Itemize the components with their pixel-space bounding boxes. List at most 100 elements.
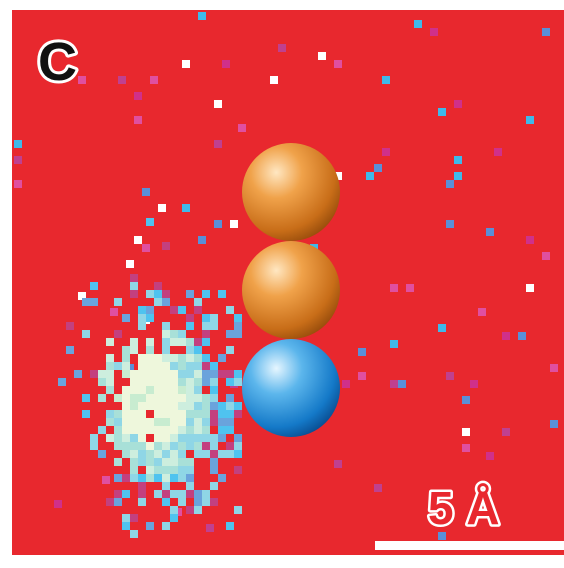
pixel: [162, 474, 170, 482]
pixel: [454, 100, 462, 108]
pixel: [186, 314, 194, 322]
pixel: [98, 426, 106, 434]
pixel: [194, 354, 202, 362]
pixel: [90, 370, 98, 378]
pixel: [358, 372, 366, 380]
pixel: [186, 322, 194, 330]
pixel: [162, 458, 170, 466]
pixel: [186, 338, 194, 346]
pixel: [106, 434, 114, 442]
pixel: [210, 322, 218, 330]
pixel: [178, 458, 186, 466]
pixel: [194, 418, 202, 426]
pixel: [234, 322, 242, 330]
pixel: [382, 148, 390, 156]
pixel: [146, 346, 154, 354]
pixel: [146, 458, 154, 466]
pixel: [162, 330, 170, 338]
pixel: [234, 466, 242, 474]
pixel: [126, 260, 134, 268]
pixel: [374, 484, 382, 492]
pixel: [214, 220, 222, 228]
pixel: [122, 362, 130, 370]
pixel: [178, 386, 186, 394]
pixel: [462, 396, 470, 404]
pixel: [154, 282, 162, 290]
pixel: [146, 418, 154, 426]
pixel: [130, 466, 138, 474]
pixel: [526, 116, 534, 124]
pixel: [114, 394, 122, 402]
pixel: [446, 180, 454, 188]
pixel: [170, 490, 178, 498]
pixel: [454, 172, 462, 180]
pixel: [162, 386, 170, 394]
pixel: [154, 434, 162, 442]
pixel: [122, 402, 130, 410]
pixel: [234, 450, 242, 458]
pixel: [446, 372, 454, 380]
pixel: [186, 458, 194, 466]
pixel: [226, 370, 234, 378]
pixel: [194, 338, 202, 346]
pixel: [218, 434, 226, 442]
pixel: [106, 370, 114, 378]
pixel: [210, 450, 218, 458]
pixel: [54, 500, 62, 508]
pixel: [162, 290, 170, 298]
pixel: [382, 76, 390, 84]
pixel: [162, 410, 170, 418]
pixel: [122, 418, 130, 426]
pixel: [162, 354, 170, 362]
pixel: [130, 290, 138, 298]
pixel: [114, 330, 122, 338]
pixel: [334, 460, 342, 468]
pixel: [162, 522, 170, 530]
pixel: [98, 378, 106, 386]
scale-bar: [375, 541, 564, 550]
pixel: [238, 124, 246, 132]
pixel: [170, 426, 178, 434]
pixel: [146, 338, 154, 346]
pixel: [186, 394, 194, 402]
pixel: [66, 322, 74, 330]
pixel: [214, 140, 222, 148]
pixel: [146, 522, 154, 530]
pixel: [170, 362, 178, 370]
pixel: [210, 394, 218, 402]
pixel: [122, 474, 130, 482]
pixel: [202, 290, 210, 298]
pixel: [130, 474, 138, 482]
pixel: [194, 394, 202, 402]
pixel: [210, 434, 218, 442]
pixel: [130, 426, 138, 434]
pixel: [122, 514, 130, 522]
pixel: [210, 362, 218, 370]
pixel: [186, 466, 194, 474]
pixel: [142, 244, 150, 252]
pixel: [122, 410, 130, 418]
pixel: [198, 12, 206, 20]
pixel: [194, 298, 202, 306]
pixel: [446, 220, 454, 228]
pixel: [230, 220, 238, 228]
pixel: [130, 338, 138, 346]
pixel: [14, 140, 22, 148]
pixel: [138, 402, 146, 410]
pixel: [150, 76, 158, 84]
pixel: [114, 490, 122, 498]
pixel: [202, 418, 210, 426]
pixel: [114, 410, 122, 418]
pixel: [194, 346, 202, 354]
pixel: [130, 346, 138, 354]
orange-sphere: [242, 143, 340, 241]
pixel: [162, 242, 170, 250]
pixel: [82, 330, 90, 338]
pixel: [146, 378, 154, 386]
pixel: [170, 306, 178, 314]
pixel: [202, 354, 210, 362]
pixel: [154, 290, 162, 298]
pixel: [226, 410, 234, 418]
pixel: [198, 236, 206, 244]
pixel: [210, 418, 218, 426]
